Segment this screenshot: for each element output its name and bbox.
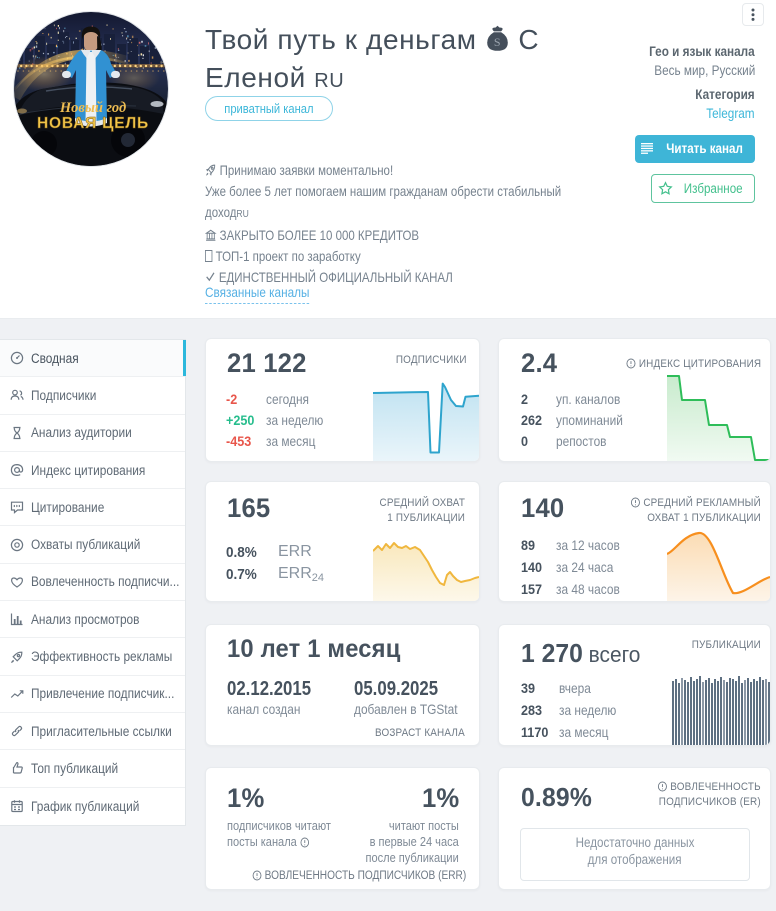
svg-text:Новый год: Новый год <box>59 100 126 116</box>
svg-text:S: S <box>494 35 501 49</box>
svg-text:НОВАЯ ЦЕЛЬ: НОВАЯ ЦЕЛЬ <box>37 115 149 132</box>
